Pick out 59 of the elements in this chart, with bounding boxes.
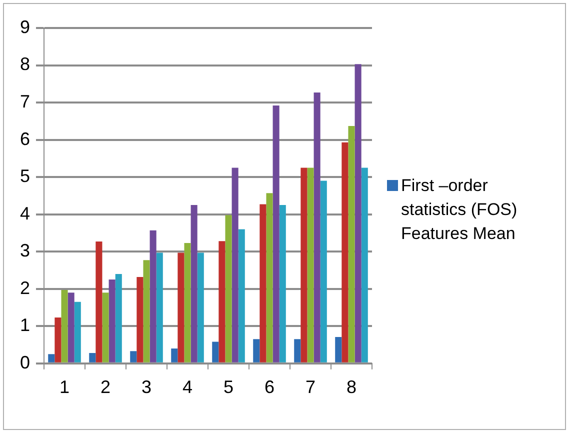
bar [272,106,280,362]
bar [102,292,109,362]
x-tick-label: 6 [264,377,275,398]
bar [115,274,122,362]
bar [156,252,163,362]
bar [184,243,191,362]
bar [143,260,150,362]
bar [54,318,62,362]
bar [314,92,320,362]
x-tick-label: 7 [305,377,316,398]
y-tick-label: 8 [20,54,30,74]
bar [279,205,286,362]
bar [150,230,156,362]
x-tick-label: 3 [142,377,152,398]
bar [48,354,55,362]
x-tick-label: 2 [100,377,111,398]
bar [260,204,266,362]
bar [61,290,68,362]
bar [96,242,102,362]
y-tick-label: 6 [20,128,30,149]
x-tick-label: 8 [346,377,357,398]
bar [68,292,74,362]
y-tick-label: 2 [20,278,30,298]
y-tick-label: 9 [20,16,30,37]
y-tick-label: 3 [20,240,30,261]
y-tick-label: 0 [20,352,30,372]
bar [171,348,178,362]
y-tick-label: 1 [20,315,30,336]
legend-label: First –order statistics (FOS) Features Mean [401,175,518,245]
bar [335,336,342,362]
bar [178,252,184,362]
bar [218,241,226,362]
bar [130,351,137,362]
bar [253,339,260,362]
y-tick-label: 5 [20,166,30,186]
bar [300,168,308,362]
bar [348,126,355,362]
bar [197,252,204,362]
y-tick-label: 4 [20,203,30,224]
x-tick-label: 5 [223,377,234,398]
bar [108,280,116,362]
bar [89,352,96,362]
bar [212,342,219,362]
y-tick-label: 7 [20,92,30,112]
bar [136,276,144,362]
bar [238,229,245,362]
bar [266,193,273,362]
bar [294,339,301,362]
bar [190,205,198,362]
x-tick-label: 4 [182,377,193,398]
bar [354,64,362,362]
bar [307,168,314,362]
bar [225,215,232,362]
bar [361,168,368,362]
bar [320,180,327,362]
bar [232,168,238,362]
x-tick-label: 1 [60,377,70,398]
bar [342,142,348,362]
bar [74,302,81,362]
